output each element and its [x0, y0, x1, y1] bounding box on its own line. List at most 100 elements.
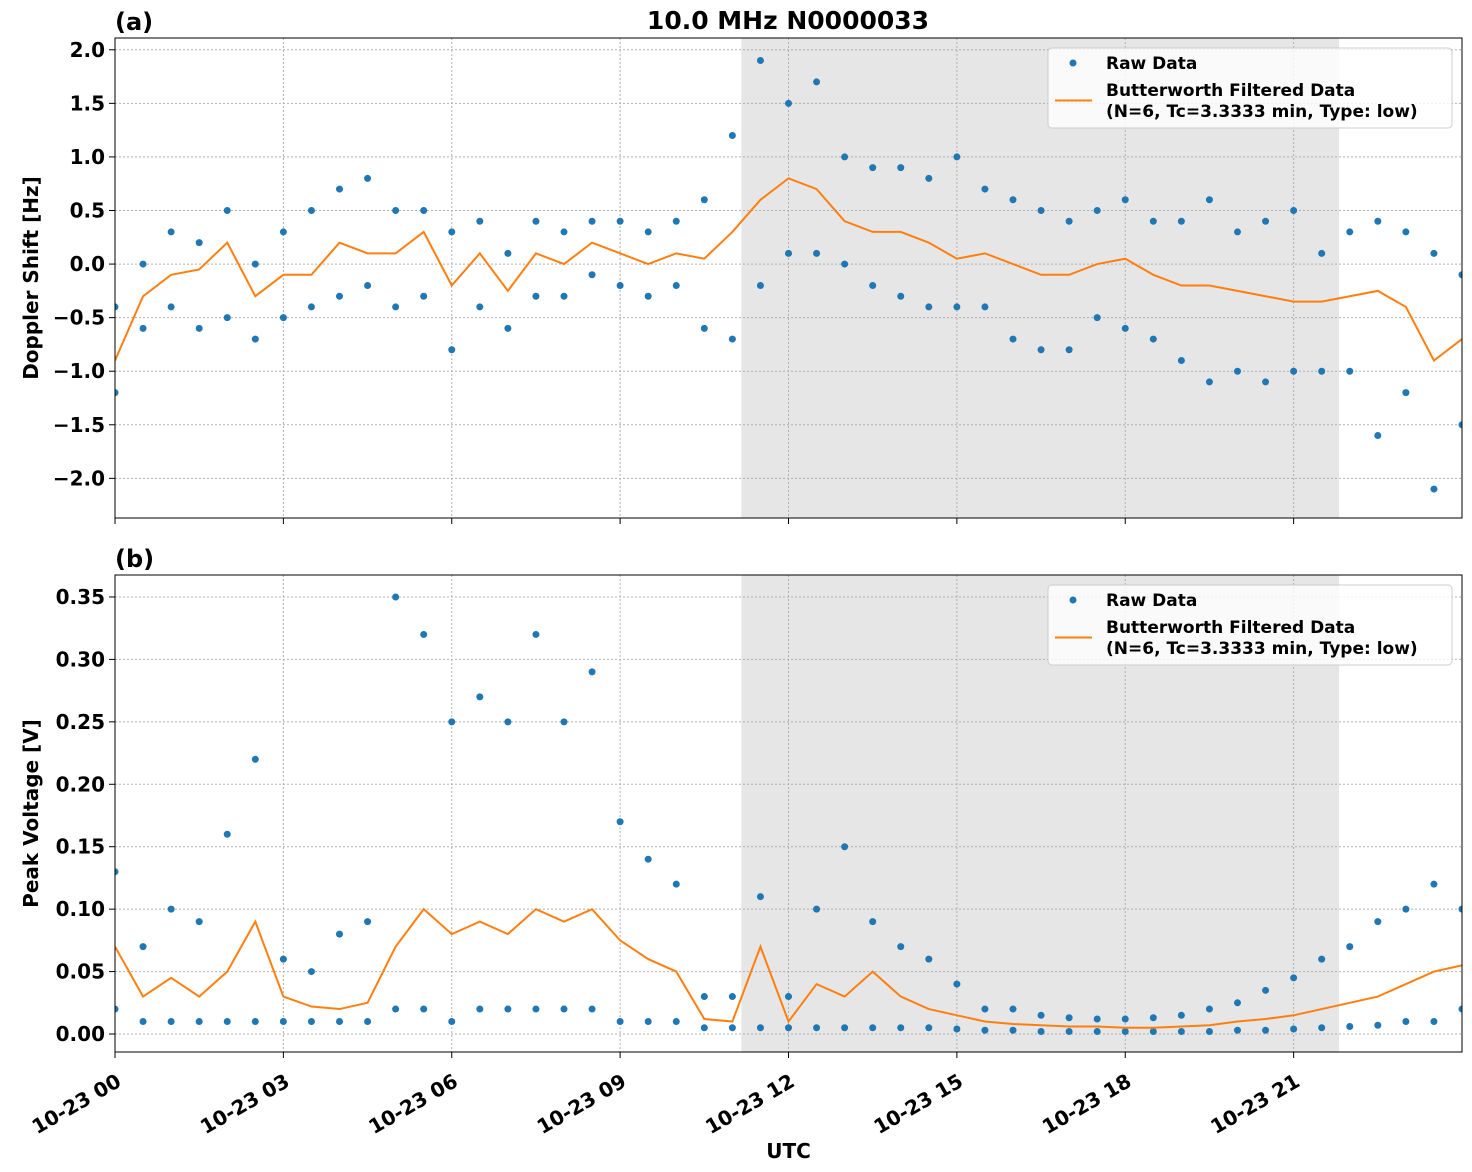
- raw-point: [756, 1024, 764, 1032]
- raw-point: [1430, 485, 1438, 493]
- raw-point: [1234, 228, 1241, 236]
- raw-point: [1262, 217, 1270, 225]
- x-tick-label: 10-23 09: [533, 1069, 631, 1139]
- raw-point: [1234, 1026, 1241, 1034]
- raw-point: [869, 164, 877, 172]
- raw-point: [981, 303, 989, 311]
- y-tick-label: −1.0: [53, 359, 105, 383]
- raw-point: [700, 196, 708, 204]
- raw-point: [167, 1018, 175, 1026]
- raw-point: [560, 718, 568, 726]
- raw-point: [588, 1005, 596, 1013]
- y-tick-label: 1.5: [70, 91, 105, 115]
- raw-point: [1177, 1011, 1185, 1019]
- x-tick-label: 10-23 03: [196, 1069, 294, 1139]
- raw-point: [925, 303, 933, 311]
- y-tick-label: 0.05: [56, 960, 105, 984]
- raw-point: [448, 346, 456, 354]
- raw-point: [167, 228, 175, 236]
- raw-point: [364, 918, 372, 926]
- raw-point: [953, 980, 961, 988]
- legend-box: [1047, 47, 1453, 129]
- y-tick-label: 0.35: [56, 585, 105, 609]
- raw-point: [785, 1024, 792, 1032]
- raw-point: [1234, 367, 1241, 375]
- raw-point: [1402, 905, 1410, 913]
- raw-point: [195, 239, 203, 247]
- raw-point: [1009, 1026, 1017, 1034]
- y-tick-label: −2.0: [53, 466, 105, 490]
- raw-point: [1318, 367, 1326, 375]
- raw-point: [139, 1018, 147, 1026]
- raw-point: [813, 905, 821, 913]
- filtered-line: [115, 907, 1462, 1029]
- raw-point: [115, 389, 119, 397]
- raw-point: [448, 228, 456, 236]
- raw-point: [981, 1005, 989, 1013]
- raw-point: [448, 1018, 456, 1026]
- raw-point: [1290, 367, 1298, 375]
- raw-point: [616, 217, 624, 225]
- raw-point: [756, 282, 764, 289]
- raw-point: [1458, 271, 1462, 279]
- raw-point: [1430, 880, 1438, 888]
- raw-point: [588, 217, 596, 225]
- raw-point: [1093, 314, 1101, 322]
- raw-point: [953, 1025, 961, 1033]
- raw-point: [448, 718, 456, 726]
- raw-point: [1374, 1021, 1382, 1029]
- raw-point: [616, 1018, 624, 1026]
- raw-point: [981, 185, 989, 193]
- raw-point: [897, 1024, 905, 1032]
- raw-point: [532, 1005, 540, 1013]
- raw-point: [115, 868, 119, 876]
- raw-point: [1346, 367, 1354, 375]
- raw-point: [223, 314, 231, 322]
- filtered-line: [115, 177, 1462, 363]
- x-tick-label: 10-23 00: [28, 1069, 126, 1139]
- raw-point: [841, 1024, 849, 1032]
- raw-point: [476, 1005, 484, 1013]
- raw-point: [785, 993, 792, 1001]
- raw-point: [785, 99, 792, 107]
- raw-point: [195, 918, 203, 926]
- raw-point: [1065, 1028, 1073, 1036]
- raw-point: [1121, 324, 1129, 332]
- raw-point: [1234, 999, 1241, 1007]
- raw-point: [223, 207, 231, 214]
- raw-point: [1458, 421, 1462, 429]
- raw-point: [1177, 1028, 1185, 1036]
- raw-point: [1093, 1028, 1101, 1036]
- y-tick-label: −0.5: [53, 306, 105, 330]
- raw-point: [925, 955, 933, 963]
- x-tick-label: 10-23 12: [701, 1069, 799, 1139]
- raw-point: [897, 943, 905, 951]
- raw-point: [195, 1018, 203, 1026]
- plot-area: [115, 57, 1462, 493]
- raw-point: [1430, 249, 1438, 257]
- raw-point: [307, 1018, 315, 1026]
- raw-point: [1149, 217, 1157, 225]
- raw-point: [115, 1005, 119, 1013]
- raw-point: [1121, 1028, 1129, 1036]
- raw-point: [279, 1018, 287, 1026]
- raw-point: [476, 303, 484, 311]
- raw-point: [1402, 1018, 1410, 1026]
- y-tick-label: 0.00: [56, 1022, 105, 1046]
- raw-point: [1177, 357, 1185, 364]
- raw-point: [532, 292, 540, 300]
- raw-point: [139, 260, 147, 268]
- raw-point: [1205, 1005, 1213, 1013]
- raw-point: [785, 249, 792, 257]
- panel-label: (b): [115, 545, 154, 573]
- raw-point: [813, 78, 821, 86]
- raw-point: [336, 930, 343, 938]
- raw-point: [1009, 335, 1017, 343]
- raw-point: [392, 593, 400, 601]
- raw-point: [532, 630, 540, 638]
- raw-point: [1037, 207, 1045, 214]
- raw-point: [1177, 217, 1185, 225]
- y-tick-label: 0.25: [56, 710, 105, 734]
- raw-point: [167, 303, 175, 311]
